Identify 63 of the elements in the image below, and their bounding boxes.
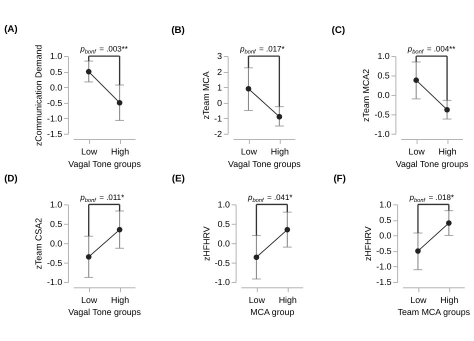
y-tick-label: -0.5 [376, 246, 392, 256]
y-axis-title: zTeam MCA2 [361, 68, 372, 122]
y-tick-label: -1.0 [47, 277, 62, 288]
x-tick-label: High [110, 146, 130, 157]
x-tick-label: High [278, 294, 297, 305]
y-tick-label: 1.0 [50, 200, 62, 210]
y-tick-label: -1.5 [376, 277, 392, 288]
x-tick-label: Low [240, 146, 258, 157]
x-axis-title: Vagal Tone groups [68, 307, 142, 318]
y-tick-label: 1.0 [377, 51, 390, 62]
y-tick-label: 0.0 [218, 238, 230, 248]
y-tick-label: 0 [217, 98, 222, 108]
y-tick-label: 0.5 [50, 66, 62, 77]
y-tick-label: -0.5 [47, 258, 62, 268]
y-axis-title: zHFHRV [362, 226, 373, 262]
x-tick-label: High [270, 146, 289, 157]
y-axis-title: zHFHRV [201, 226, 212, 262]
y-tick-label: -1.0 [214, 277, 230, 288]
y-axis-title: zCommunication Demand [34, 44, 44, 146]
x-tick-label: High [438, 146, 457, 157]
y-tick-label: 1 [217, 82, 222, 92]
x-axis-title: MCA group [250, 307, 294, 318]
x-tick-label: High [110, 294, 130, 305]
chart-title: (F) [333, 173, 346, 184]
y-tick-label: 0.5 [50, 218, 62, 229]
x-tick-label: Low [81, 294, 98, 305]
y-tick-label: -0.5 [47, 98, 62, 108]
y-tick-label: -1.0 [374, 128, 390, 139]
y-tick-label: 0.0 [50, 82, 62, 92]
x-axis-title: Vagal Tone groups [228, 158, 302, 169]
chart-title: (E) [172, 173, 185, 184]
y-tick-label: -1.0 [376, 262, 392, 272]
x-axis-title: Vagal Tone groups [68, 158, 142, 169]
x-axis-title: Vagal Tone groups [396, 158, 469, 169]
y-tick-label: 0.5 [377, 70, 390, 81]
x-axis-title: Team MCA groups [398, 307, 471, 318]
y-tick-label: -1.0 [47, 113, 62, 124]
y-tick-label: 1.0 [379, 200, 392, 210]
y-tick-label: 0.0 [377, 90, 390, 100]
x-tick-label: Low [81, 146, 98, 157]
y-tick-label: -1.5 [47, 128, 62, 139]
chart-title: (C) [332, 25, 346, 36]
chart-title: (A) [4, 24, 18, 35]
x-tick-label: Low [408, 146, 426, 157]
y-tick-label: 1.0 [218, 200, 230, 210]
x-tick-label: Low [410, 294, 428, 305]
y-tick-label: -1 [214, 113, 222, 124]
y-tick-label: 0.5 [379, 215, 392, 226]
y-tick-label: 2 [217, 66, 222, 77]
y-tick-label: -0.5 [374, 109, 390, 120]
y-tick-label: 0.0 [379, 230, 392, 241]
chart-title: (B) [171, 25, 185, 36]
y-tick-label: -2 [214, 128, 222, 139]
x-tick-label: Low [248, 294, 266, 305]
chart-title: (D) [4, 173, 18, 184]
y-axis-title: zTeam MCA [200, 71, 211, 120]
y-tick-label: 0.5 [218, 218, 230, 229]
y-axis-title: zTeam CSA2 [34, 218, 44, 270]
y-tick-label: -0.5 [214, 258, 230, 268]
y-tick-label: 0.0 [50, 238, 62, 248]
y-tick-label: 3 [217, 51, 222, 62]
y-tick-label: 1.0 [50, 51, 62, 62]
x-tick-label: High [440, 294, 458, 305]
